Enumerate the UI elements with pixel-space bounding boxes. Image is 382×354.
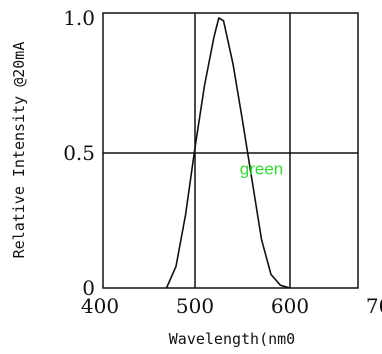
y-tick-label: 1.0 (63, 6, 95, 30)
x-tick-labels: 400 500 600 700 (81, 294, 382, 318)
series-label-green: green (240, 160, 283, 179)
x-axis-title: Wavelength(nm0 (169, 330, 295, 348)
series-group: green (165, 17, 291, 289)
x-tick-label: 500 (176, 294, 214, 318)
series-line-green (165, 17, 291, 289)
x-tick-label: 400 (81, 294, 119, 318)
y-axis-title: Relative Intensity @20mA (10, 42, 28, 259)
x-tick-label: 700 (366, 294, 382, 318)
plot-area (102, 12, 359, 289)
y-tick-label: 0 (82, 276, 95, 300)
y-tick-label: 0.5 (63, 141, 95, 165)
y-tick-labels: 0 0.5 1.0 (63, 6, 95, 300)
x-tick-label: 600 (271, 294, 309, 318)
